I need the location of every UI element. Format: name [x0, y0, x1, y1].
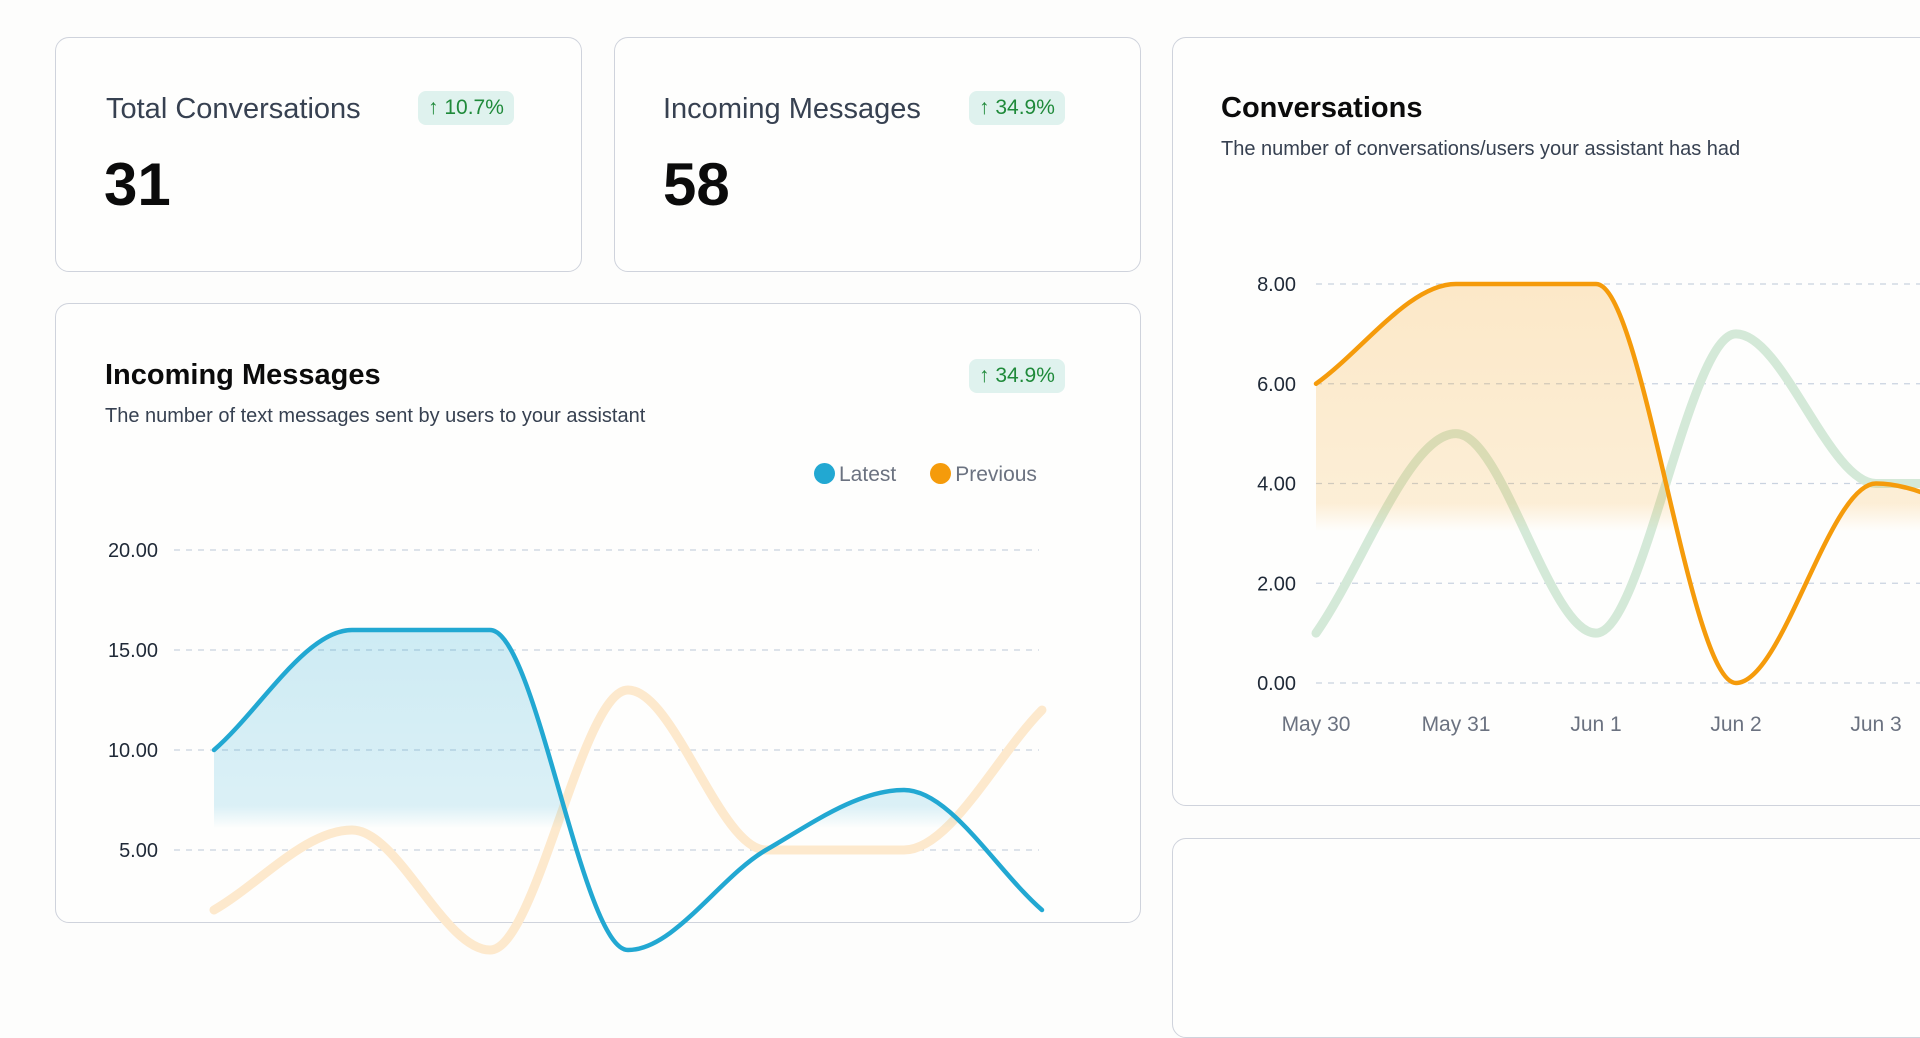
previous-dot-icon — [930, 463, 952, 484]
latest-dot-icon — [814, 463, 835, 484]
incoming-messages-chart: 20.00 15.00 10.00 5.00 — [108, 540, 1047, 955]
chart-subtitle: The number of text messages sent by user… — [105, 405, 646, 427]
y-tick-label: 2.00 — [1257, 573, 1296, 595]
latest-series-line — [1313, 281, 1920, 686]
stat-title: Total Conversations — [106, 93, 361, 125]
change-badge: ↑ 34.9% — [969, 91, 1065, 125]
x-tick-label: May 30 — [1282, 713, 1351, 736]
x-tick-label: May 31 — [1422, 713, 1491, 736]
conversations-chart: 8.00 6.00 4.00 2.00 0.00 May 30 May 31 Jun 1 Jun… — [1257, 274, 1920, 736]
legend-item-previous[interactable]: Previous — [930, 463, 1037, 487]
y-tick-label: 20.00 — [108, 540, 158, 562]
y-tick-label: 15.00 — [108, 640, 158, 662]
stat-card-total-conversations: Total Conversations ↑ 10.7% 31 — [55, 37, 582, 272]
stat-card-incoming-messages: Incoming Messages ↑ 34.9% 58 — [614, 37, 1141, 272]
legend-item-latest[interactable]: Latest — [814, 463, 896, 487]
chart-title: Incoming Messages — [105, 359, 381, 391]
conversations-chart-card: Conversations The number of conversation… — [1172, 37, 1920, 806]
x-tick-label: Jun 2 — [1710, 713, 1761, 736]
y-tick-label: 8.00 — [1257, 274, 1296, 296]
y-tick-label: 4.00 — [1257, 474, 1296, 496]
x-tick-label: Jun 1 — [1570, 713, 1621, 736]
x-tick-label: Jun 3 — [1850, 713, 1901, 736]
stat-value: 31 — [104, 151, 171, 218]
chart-subtitle: The number of conversations/users your a… — [1221, 138, 1741, 160]
change-badge: ↑ 10.7% — [418, 91, 514, 125]
chart-legend: Latest Previous — [814, 463, 1037, 487]
stat-title: Incoming Messages — [663, 93, 921, 125]
y-tick-label: 6.00 — [1257, 374, 1296, 396]
chart-title: Conversations — [1221, 92, 1423, 124]
change-badge: ↑ 34.9% — [969, 359, 1065, 393]
y-tick-label: 10.00 — [108, 740, 158, 762]
latest-series-area — [1316, 283, 1920, 683]
y-tick-label: 5.00 — [119, 840, 158, 862]
next-card — [1172, 838, 1920, 1038]
incoming-messages-chart-card: Incoming Messages The number of text mes… — [55, 303, 1141, 955]
latest-series-area — [214, 630, 1042, 950]
stat-value: 58 — [663, 151, 730, 218]
y-tick-label: 0.00 — [1257, 673, 1296, 695]
